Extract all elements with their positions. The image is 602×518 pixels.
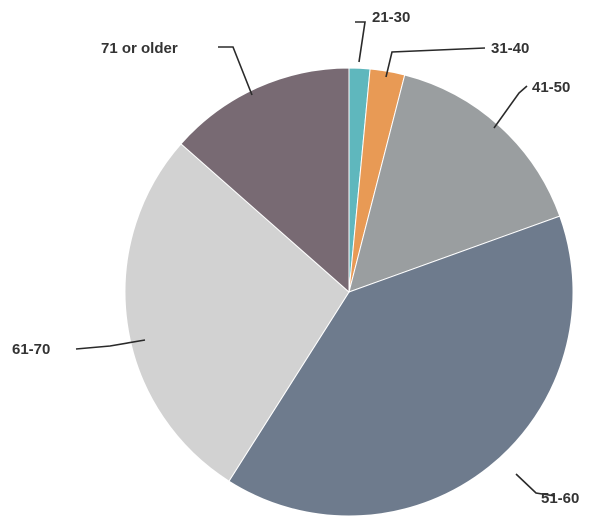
pie-slice-51-60 (228, 215, 574, 517)
slice-label-71-or-older: 71 or older (101, 40, 178, 57)
slice-label-61-70: 61-70 (12, 341, 50, 358)
slice-labels: 21-30 31-40 41-50 51-60 61-70 71 or olde… (12, 9, 579, 507)
slice-label-41-50: 41-50 (532, 79, 570, 96)
pie-slice-71-or-older (180, 67, 350, 294)
pie-slices (124, 67, 574, 517)
leader-line-61-70 (75, 339, 146, 350)
slice-label-21-30: 21-30 (372, 9, 410, 26)
leader-line-51-60 (515, 473, 556, 497)
leader-line-41-50 (493, 85, 528, 129)
slice-label-31-40: 31-40 (491, 40, 529, 57)
leader-lines (75, 21, 556, 497)
slice-label-51-60: 51-60 (541, 490, 579, 507)
leader-line-71-or-older (218, 46, 253, 96)
pie-slice-41-50 (348, 74, 561, 293)
leader-line-31-40 (385, 47, 486, 78)
pie-slice-61-70 (124, 143, 350, 482)
leader-line-21-30 (355, 21, 366, 63)
